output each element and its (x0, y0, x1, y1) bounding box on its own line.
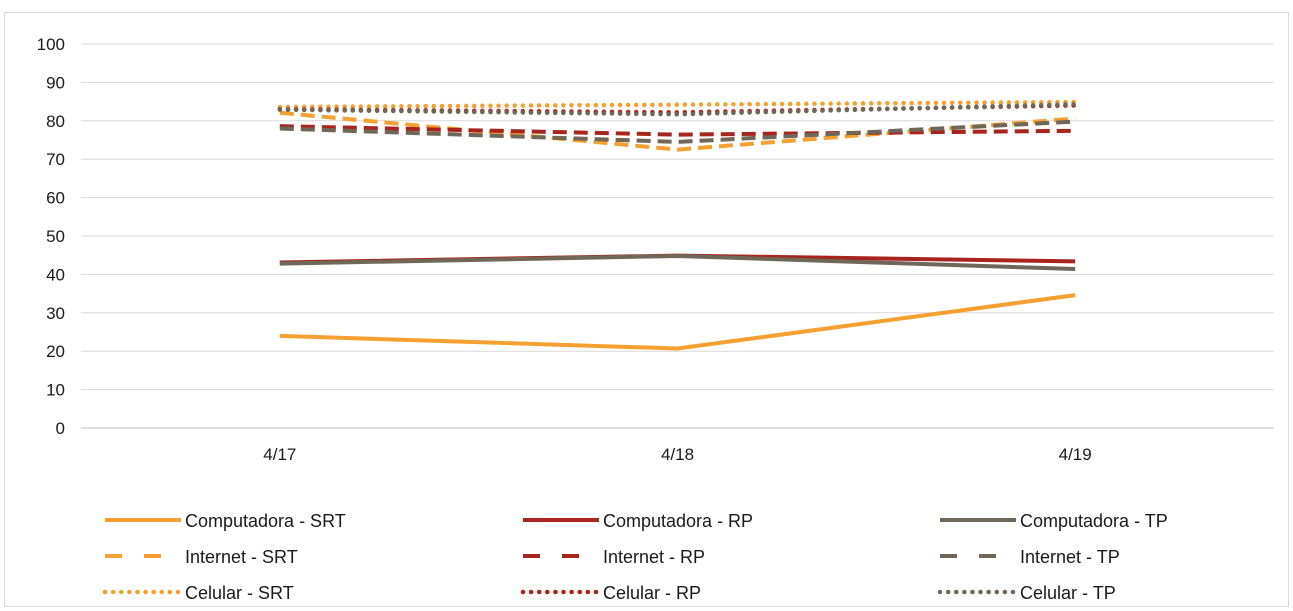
x-tick-label: 4/18 (661, 445, 694, 464)
series-lines (277, 99, 1078, 351)
legend-label-celular-srt: Celular - SRT (185, 583, 294, 603)
series-line-internet-rp (279, 124, 1076, 137)
line-chart: 0 10 20 30 40 50 60 70 80 90 100 4/17 4/18 4/19 Comp… (37, 35, 1274, 603)
y-tick-label: 40 (46, 265, 65, 284)
y-tick-label: 60 (46, 189, 65, 208)
series-line-celular-tp (277, 102, 1078, 117)
series-line-computadora-tp (279, 253, 1076, 272)
y-tick-label: 30 (46, 304, 65, 323)
legend-label-computadora-srt: Computadora - SRT (185, 511, 346, 531)
y-tick-label: 80 (46, 112, 65, 131)
y-tick-label: 0 (56, 419, 65, 438)
y-tick-label: 50 (46, 227, 65, 246)
y-tick-label: 10 (46, 381, 65, 400)
y-tick-label: 100 (37, 35, 65, 54)
series-line-internet-srt (279, 110, 1076, 152)
chart-frame: 0 10 20 30 40 50 60 70 80 90 100 4/17 4/18 4/19 Comp… (4, 12, 1289, 607)
legend-label-celular-tp: Celular - TP (1020, 583, 1116, 603)
x-tick-label: 4/19 (1059, 445, 1092, 464)
legend-label-internet-rp: Internet - RP (603, 547, 705, 567)
legend: Computadora - SRT Internet - SRT Celular -… (102, 511, 1168, 603)
y-tick-label: 70 (46, 150, 65, 169)
y-axis-ticks: 0 10 20 30 40 50 60 70 80 90 100 (37, 35, 65, 438)
series-line-internet-tp (279, 119, 1076, 144)
legend-label-internet-tp: Internet - TP (1020, 547, 1120, 567)
legend-label-computadora-rp: Computadora - RP (603, 511, 753, 531)
y-tick-label: 90 (46, 73, 65, 92)
series-line-celular-srt (277, 99, 1078, 110)
legend-label-celular-rp: Celular - RP (603, 583, 701, 603)
legend-label-computadora-tp: Computadora - TP (1020, 511, 1168, 531)
x-axis-ticks: 4/17 4/18 4/19 (263, 445, 1091, 464)
gridlines (81, 43, 1274, 429)
y-tick-label: 20 (46, 342, 65, 361)
x-tick-label: 4/17 (263, 445, 296, 464)
legend-label-internet-srt: Internet - SRT (185, 547, 298, 567)
series-line-computadora-srt (279, 293, 1076, 351)
